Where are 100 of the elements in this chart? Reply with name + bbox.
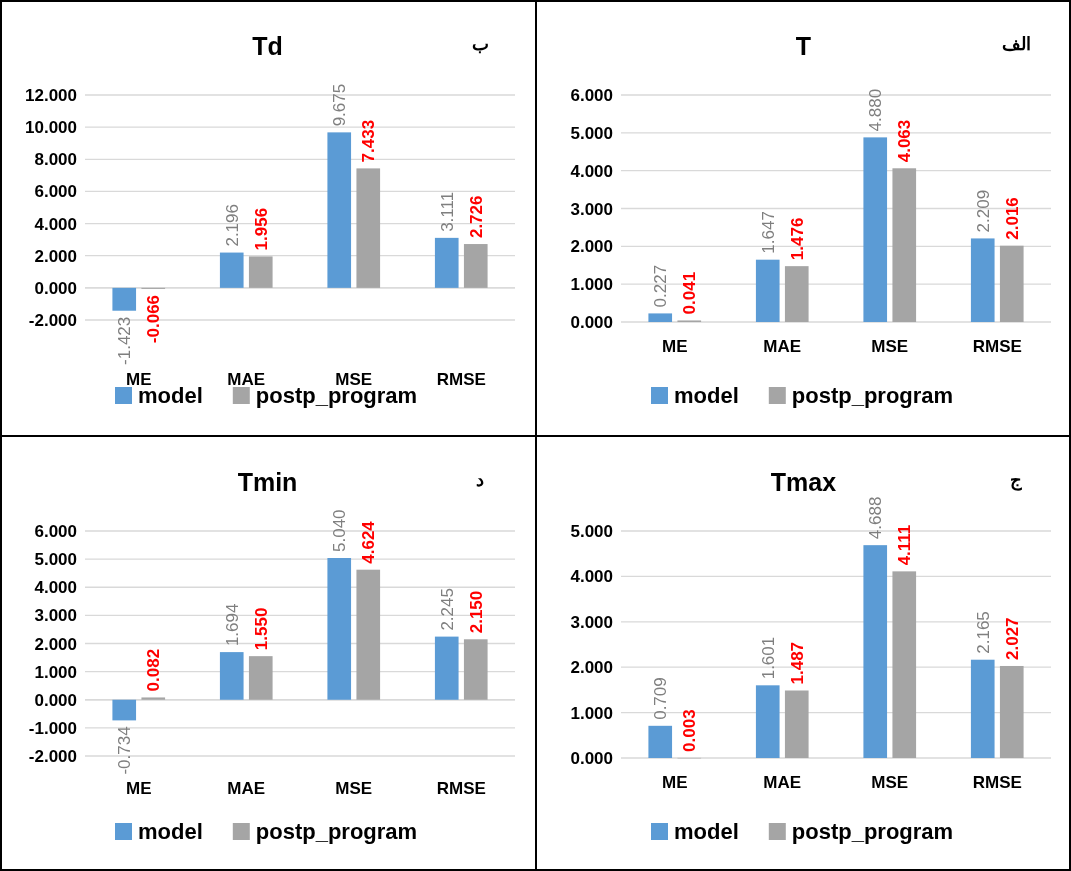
y-tick-label: -2.000: [28, 747, 77, 766]
y-tick-label: 6.000: [34, 522, 77, 541]
bar: [434, 237, 459, 288]
y-tick-label: 2.000: [34, 246, 77, 266]
bar: [248, 256, 273, 288]
y-tick-label: 0.000: [570, 313, 613, 332]
x-tick-label: RMSE: [972, 773, 1022, 792]
bar: [648, 313, 673, 322]
y-tick-label: 6.000: [570, 86, 613, 105]
data-label: 5.040: [330, 509, 350, 552]
y-tick-label: 8.000: [34, 150, 77, 170]
y-tick-label: 3.000: [34, 606, 77, 626]
legend-label: postp_program: [791, 819, 954, 844]
data-label: 2.027: [1002, 617, 1022, 660]
y-tick-label: 3.000: [570, 612, 613, 632]
chart-title: Tmin: [237, 468, 298, 496]
data-label: 2.196: [222, 204, 242, 247]
bar: [648, 725, 673, 758]
chart-subtitle: ب: [471, 34, 489, 54]
x-tick-label: MAE: [227, 779, 266, 799]
y-tick-label: 3.000: [570, 199, 613, 219]
bar: [356, 168, 381, 288]
bar: [892, 571, 917, 758]
data-label: 7.433: [359, 119, 379, 163]
chart-subtitle: الف: [1001, 34, 1031, 54]
data-label: 4.688: [866, 496, 886, 540]
y-tick-label: -2.000: [28, 311, 77, 330]
data-label: 2.209: [973, 189, 993, 233]
y-tick-label: 4.000: [34, 214, 77, 234]
bar: [219, 652, 244, 700]
data-label: 2.726: [466, 195, 486, 239]
y-tick-label: 5.000: [570, 522, 613, 541]
y-tick-label: 2.000: [34, 634, 77, 654]
data-label: 2.016: [1002, 197, 1022, 240]
bar: [999, 665, 1024, 758]
y-tick-label: 1.000: [570, 703, 613, 723]
data-label: 0.709: [651, 677, 671, 720]
data-label: 0.003: [680, 709, 700, 752]
bar: [970, 659, 995, 758]
data-label: 2.245: [437, 588, 457, 631]
y-tick-label: 12.000: [25, 86, 77, 105]
x-tick-label: ME: [126, 369, 152, 389]
bar: [892, 168, 917, 322]
chart-title: T: [795, 32, 812, 60]
bar: [999, 245, 1024, 322]
y-tick-label: 10.000: [25, 118, 77, 138]
data-label: 0.082: [144, 648, 164, 692]
bar: [463, 639, 488, 700]
bar: [327, 558, 352, 700]
x-tick-label: RMSE: [436, 369, 486, 389]
bar: [463, 244, 488, 288]
y-tick-label: 1.000: [34, 662, 77, 682]
data-label: 0.041: [680, 271, 700, 315]
bar: [356, 569, 381, 700]
y-tick-label: 1.000: [570, 275, 613, 295]
y-tick-label: 4.000: [570, 161, 613, 181]
bar: [112, 699, 137, 721]
data-label: 1.694: [222, 603, 242, 647]
y-tick-label: 5.000: [570, 123, 613, 143]
y-tick-label: 5.000: [34, 550, 77, 570]
bar: [970, 238, 995, 322]
data-label: 4.880: [866, 88, 886, 132]
data-label: -0.734: [115, 726, 135, 775]
x-tick-label: MAE: [227, 369, 266, 389]
x-tick-label: ME: [126, 779, 152, 799]
data-label: -1.423: [115, 316, 135, 365]
data-label: 1.956: [251, 207, 271, 251]
bar: [219, 252, 244, 288]
bar: [755, 259, 780, 322]
data-label: 1.647: [758, 211, 778, 254]
x-tick-label: MSE: [871, 773, 909, 792]
data-label: 4.624: [359, 520, 379, 564]
legend-label: model: [674, 383, 739, 408]
x-tick-label: MSE: [871, 337, 909, 356]
chart-subtitle: ج: [1010, 470, 1022, 491]
y-tick-label: 2.000: [570, 237, 613, 257]
data-label: 3.111: [437, 191, 457, 232]
data-label: 1.476: [787, 217, 807, 261]
x-tick-label: RMSE: [436, 779, 486, 799]
x-tick-label: ME: [662, 337, 688, 356]
y-tick-label: 0.000: [34, 278, 77, 298]
y-tick-label: 0.000: [570, 749, 613, 768]
data-label: 1.487: [787, 641, 807, 685]
chart-title: Td: [252, 32, 283, 60]
bar: [863, 545, 888, 758]
bar: [141, 697, 166, 700]
y-tick-label: -1.000: [28, 718, 77, 738]
bar: [327, 132, 352, 288]
bar: [755, 685, 780, 758]
bar: [112, 287, 137, 311]
data-label: 4.111: [895, 524, 915, 566]
legend-label: model: [138, 819, 203, 844]
y-tick-label: 6.000: [34, 182, 77, 202]
legend-label: postp_program: [255, 819, 418, 844]
y-tick-label: 4.000: [570, 567, 613, 587]
bar: [434, 636, 459, 700]
bar: [784, 266, 809, 322]
data-label: -0.066: [144, 294, 164, 344]
y-tick-label: 0.000: [34, 690, 77, 710]
chart-subtitle: د: [476, 470, 484, 490]
